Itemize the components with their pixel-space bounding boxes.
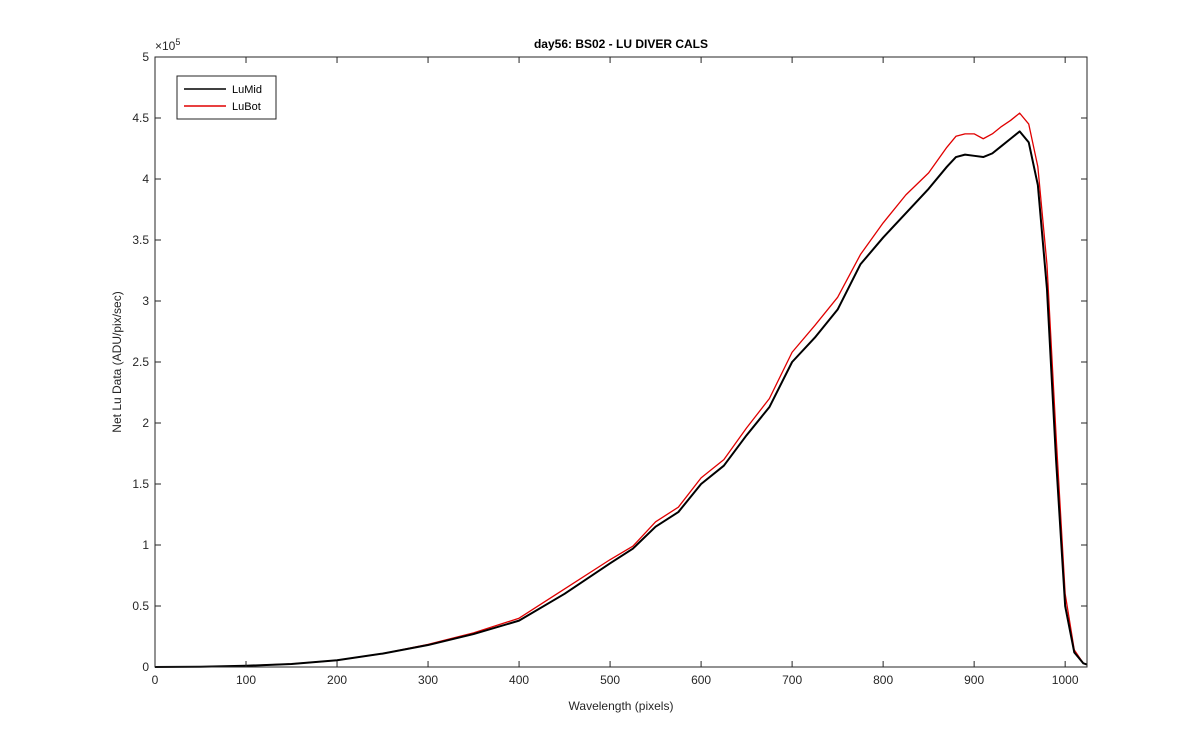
- y-tick-label: 4.5: [132, 111, 149, 125]
- x-tick-label: 200: [327, 673, 347, 687]
- y-tick-label: 1: [142, 538, 149, 552]
- y-axis-exponent-base: ×10: [155, 39, 176, 53]
- x-tick-label: 600: [691, 673, 711, 687]
- x-tick-label: 0: [152, 673, 159, 687]
- legend: LuMid LuBot: [176, 75, 277, 120]
- chart-title: day56: BS02 - LU DIVER CALS: [534, 37, 708, 51]
- x-tick-label: 900: [964, 673, 984, 687]
- series-line-lumid: [154, 130, 1088, 668]
- x-tick-label: 1000: [1052, 673, 1079, 687]
- legend-label-lumid: LuMid: [232, 84, 262, 96]
- y-axis-exponent: ×105: [155, 37, 180, 53]
- ticks-layer: 0 100 200 300 400 500 600 700 800 900 1000 0 0.5 1 1.5…: [132, 50, 1087, 687]
- series-layer: [154, 112, 1088, 668]
- legend-label-lubot: LuBot: [232, 101, 261, 113]
- x-tick-label: 700: [782, 673, 802, 687]
- x-tick-label: 800: [873, 673, 893, 687]
- y-tick-label: 0: [142, 660, 149, 674]
- x-tick-label: 300: [418, 673, 438, 687]
- y-tick-label: 0.5: [132, 599, 149, 613]
- y-tick-label: 2: [142, 416, 149, 430]
- y-tick-label: 3.5: [132, 233, 149, 247]
- series-line-lubot: [154, 112, 1088, 668]
- x-tick-label: 400: [509, 673, 529, 687]
- y-axis-exponent-power: 5: [175, 37, 180, 47]
- y-tick-label: 4: [142, 172, 149, 186]
- y-tick-label: 3: [142, 294, 149, 308]
- x-tick-label: 100: [236, 673, 256, 687]
- legend-box: [176, 75, 277, 120]
- y-axis-label: Net Lu Data (ADU/pix/sec): [110, 291, 124, 432]
- y-tick-label: 1.5: [132, 477, 149, 491]
- y-tick-label: 2.5: [132, 355, 149, 369]
- plot-area: [155, 57, 1087, 667]
- x-axis-label: Wavelength (pixels): [569, 699, 674, 713]
- x-tick-label: 500: [600, 673, 620, 687]
- y-tick-label: 5: [142, 50, 149, 64]
